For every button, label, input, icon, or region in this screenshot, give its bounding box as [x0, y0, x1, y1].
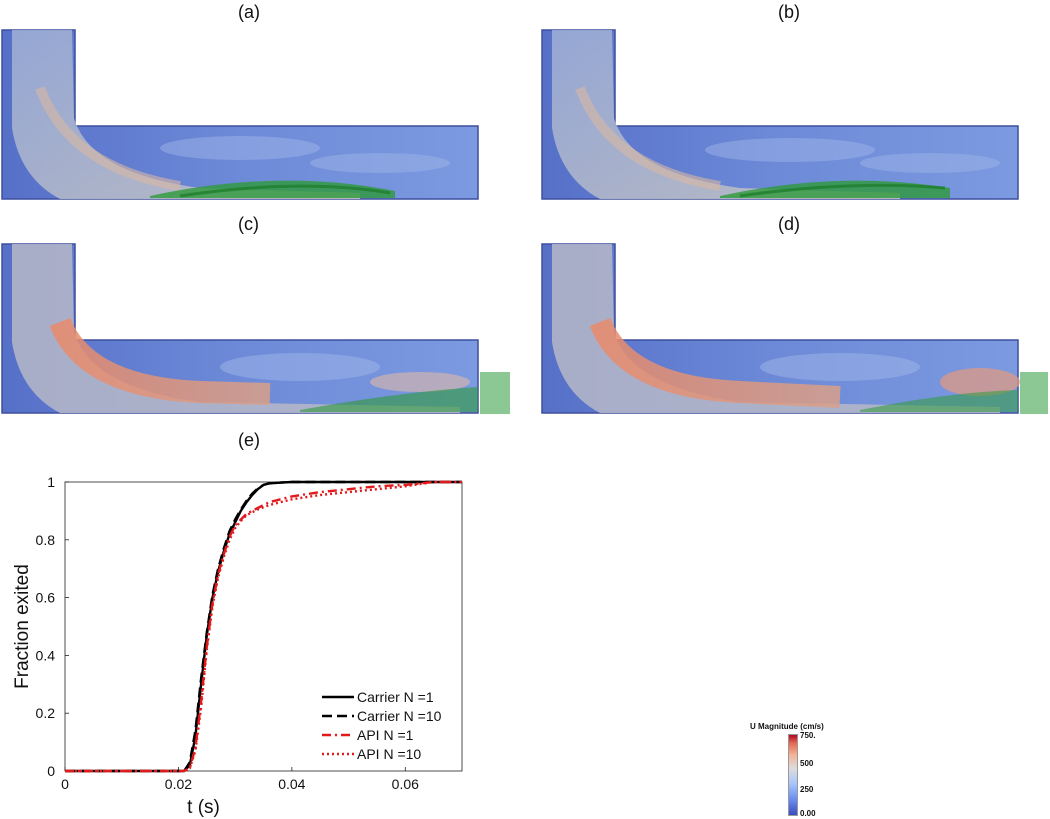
simulation-snapshot-c	[1, 243, 510, 414]
legend-label-2: Carrier N =10	[357, 708, 442, 724]
colorbar-tick-max: 750.	[800, 731, 816, 740]
legend-label-3: API N =1	[357, 727, 414, 743]
x-tick-label: 0.06	[392, 776, 419, 792]
y-tick-label: 0.2	[36, 705, 56, 721]
panel-label-c: (c)	[238, 214, 259, 234]
colorbar-tick-min: 0.00	[800, 809, 816, 818]
legend-label-1: Carrier N =1	[357, 689, 434, 705]
y-tick-label: 0.4	[36, 647, 56, 663]
y-tick-label: 1	[47, 474, 55, 490]
x-tick-label: 0.04	[278, 776, 305, 792]
colorbar-tick-250: 250	[800, 785, 814, 794]
legend-label-4: API N =10	[357, 746, 421, 762]
y-tick-label: 0.6	[36, 590, 56, 606]
colorbar-tick-500: 500	[800, 759, 814, 768]
x-tick-label: 0	[61, 776, 69, 792]
simulation-snapshot-a	[1, 29, 479, 200]
y-tick-label: 0	[47, 763, 55, 779]
series-line-2	[65, 480, 462, 773]
x-tick-label: 0.02	[165, 776, 192, 792]
y-tick-label: 0.8	[36, 532, 56, 548]
simulation-snapshot-d	[541, 243, 1048, 414]
plot-frame	[64, 481, 463, 772]
series-line-4	[65, 480, 462, 773]
panel-label-a: (a)	[238, 2, 260, 22]
simulation-snapshot-b	[541, 29, 1019, 200]
colorbar: U Magnitude (cm/s) 750. 500 250 0.00	[740, 722, 850, 819]
x-axis-label: t (s)	[187, 797, 220, 818]
fraction-exited-chart: 0 0.02 0.04 0.06 0 0.2 0.4 0.6 0.8 1 t (s) Fraction…	[12, 474, 463, 818]
y-axis-label: Fraction exited	[12, 564, 33, 689]
colorbar-title: U Magnitude (cm/s)	[750, 722, 824, 731]
panel-label-e: (e)	[238, 430, 260, 450]
panel-label-d: (d)	[778, 214, 800, 234]
panel-label-b: (b)	[778, 2, 800, 22]
colorbar-gradient	[788, 734, 798, 816]
